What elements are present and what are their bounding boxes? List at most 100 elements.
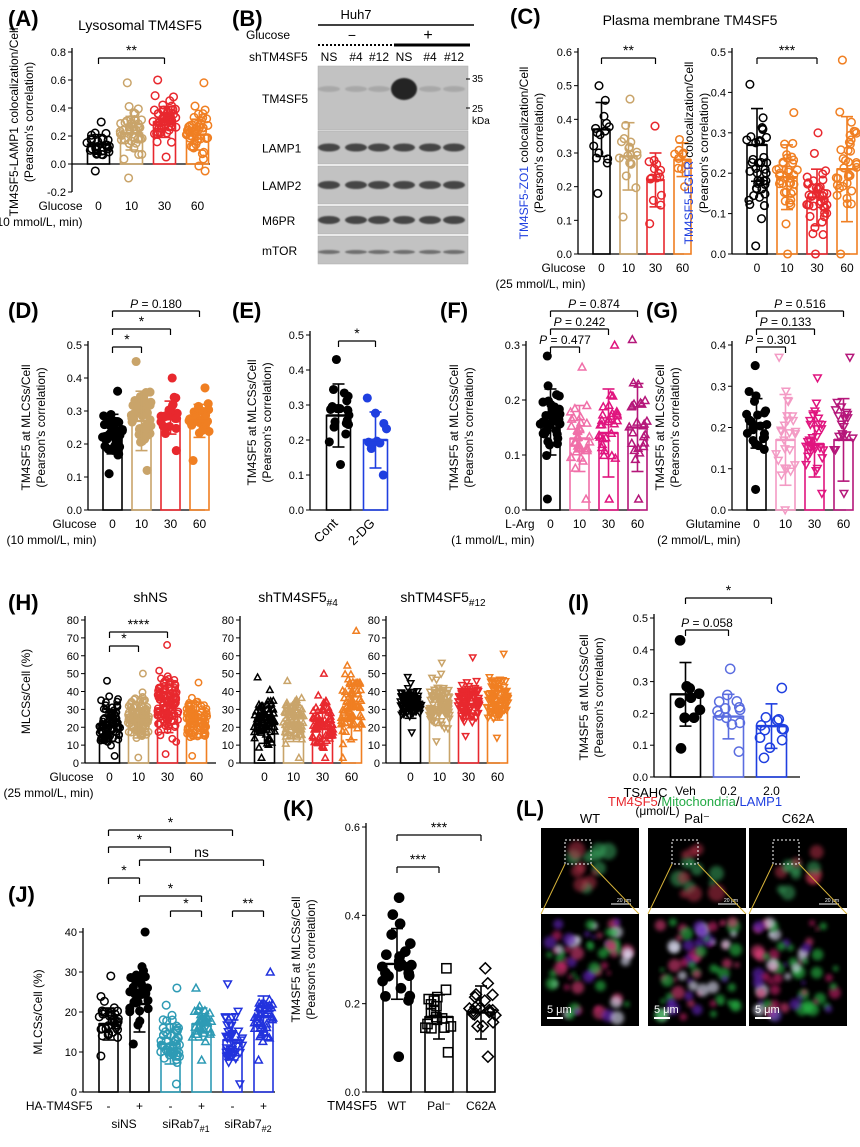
data-point bbox=[852, 162, 860, 172]
data-point bbox=[481, 1050, 495, 1064]
data-point bbox=[453, 698, 463, 707]
cell-line-label: Huh7 bbox=[340, 7, 371, 22]
data-point bbox=[538, 397, 548, 407]
data-point bbox=[171, 446, 181, 456]
group-label: siRab7#2 bbox=[224, 1117, 271, 1134]
panel-label: (C) bbox=[510, 4, 541, 29]
data-point bbox=[104, 469, 114, 479]
data-point bbox=[256, 727, 266, 736]
blot-band bbox=[318, 250, 340, 254]
significance-label: * bbox=[121, 862, 127, 878]
data-point bbox=[196, 1054, 207, 1064]
organelle-signal bbox=[553, 919, 564, 930]
glucose-label: Glucose bbox=[246, 28, 290, 42]
organelle-signal bbox=[661, 974, 674, 987]
organelle-signal bbox=[683, 991, 694, 1001]
organelle-signal bbox=[815, 926, 820, 931]
data-point bbox=[199, 729, 208, 737]
data-point bbox=[413, 687, 423, 697]
panel-label: (D) bbox=[8, 298, 39, 323]
organelle-signal bbox=[768, 1009, 782, 1022]
data-point bbox=[263, 733, 273, 742]
data-point bbox=[409, 708, 419, 717]
x-prefix-label: Glucose bbox=[49, 770, 93, 784]
organelle-signal bbox=[679, 1013, 688, 1021]
data-point bbox=[565, 451, 577, 461]
y-tick-label: 0.1 bbox=[289, 470, 304, 482]
data-point bbox=[201, 1010, 212, 1020]
organelle-signal bbox=[584, 931, 591, 937]
data-point bbox=[138, 688, 147, 697]
significance-bracket: * bbox=[108, 630, 140, 652]
panel-label: (J) bbox=[8, 882, 35, 907]
micrograph-column: C62A 20 μm 5 μm bbox=[748, 811, 848, 1026]
organelle-signal bbox=[613, 918, 621, 926]
data-point bbox=[598, 449, 610, 460]
data-point bbox=[328, 384, 339, 395]
x-tick-label: C62A bbox=[466, 1099, 496, 1113]
points bbox=[453, 654, 484, 741]
bar-group bbox=[594, 339, 623, 511]
y-tick-label: 0.4 bbox=[711, 87, 726, 99]
significance-label: * bbox=[139, 313, 145, 329]
data-point bbox=[331, 354, 341, 365]
data-point bbox=[171, 423, 181, 433]
y-axis-label: TM4SF5 at MLCSs/Cell bbox=[577, 634, 591, 760]
organelle-signal bbox=[574, 976, 580, 981]
chart-h2: shTM4SF5#4 0 10 20 30 40 50 60 70 80 0 10 30 60 bbox=[222, 589, 367, 784]
data-point bbox=[440, 710, 450, 719]
p-value: = 0.516 bbox=[782, 297, 826, 311]
organelle-signal bbox=[596, 932, 603, 939]
data-point bbox=[474, 702, 484, 711]
cell-signal bbox=[688, 858, 695, 865]
y-axis-label: TM4SF5 at MLCSs/Cell bbox=[245, 359, 259, 485]
blot-band bbox=[419, 216, 441, 224]
data-point bbox=[323, 718, 333, 727]
chart-g: (G) 0.0 0.1 0.2 0.3 0.4 TM4SF5 at MLCSs/Cell (P… bbox=[646, 297, 858, 547]
data-point bbox=[352, 701, 362, 710]
organelle-signal bbox=[763, 917, 776, 929]
data-point bbox=[407, 729, 417, 738]
data-point bbox=[324, 730, 334, 739]
title-part-slash2: / bbox=[736, 794, 740, 809]
data-point bbox=[648, 195, 658, 205]
significance-label: P = 0.133 bbox=[760, 315, 812, 329]
y-tick-label: 0.2 bbox=[711, 423, 726, 435]
chart-i: (I) 0.0 0.1 0.2 0.3 0.4 0.5 TM4SF5 at MLCSs/Cel… bbox=[568, 582, 800, 818]
bar-group bbox=[148, 75, 181, 165]
y-tick-label: 0.3 bbox=[557, 148, 572, 160]
data-point bbox=[133, 401, 143, 411]
blot-band bbox=[419, 250, 441, 254]
data-point bbox=[253, 672, 263, 681]
y-tick-label: 60 bbox=[67, 651, 79, 663]
y-tick-label: 0 bbox=[73, 758, 79, 770]
group-label: siRab7#1 bbox=[162, 1117, 209, 1134]
data-point bbox=[640, 429, 651, 439]
y-tick-label: 0.2 bbox=[633, 708, 648, 720]
data-point bbox=[380, 990, 391, 1002]
data-point bbox=[499, 706, 509, 715]
bar-group bbox=[376, 892, 417, 1093]
blot-band bbox=[318, 216, 340, 224]
data-point bbox=[230, 1048, 242, 1058]
x-tick-label: 30 bbox=[161, 770, 175, 784]
data-point bbox=[169, 392, 179, 402]
data-point bbox=[259, 1026, 270, 1036]
y-axis-label: (Pearson's correlation) bbox=[22, 62, 36, 182]
data-point bbox=[549, 416, 559, 426]
data-point bbox=[734, 717, 746, 729]
bar-group bbox=[771, 353, 801, 516]
data-point bbox=[779, 421, 790, 431]
x-tick-label: 10 bbox=[780, 261, 794, 275]
data-point bbox=[552, 390, 562, 400]
significance-bracket: *** bbox=[396, 819, 482, 841]
data-point bbox=[198, 154, 208, 164]
data-point bbox=[442, 1046, 454, 1058]
data-point bbox=[220, 1014, 231, 1024]
data-point bbox=[269, 708, 279, 717]
y-tick-label: 0.6 bbox=[557, 47, 572, 59]
data-point bbox=[165, 96, 175, 106]
significance-label: **** bbox=[128, 616, 150, 632]
data-point bbox=[566, 420, 577, 430]
data-point bbox=[469, 987, 483, 1002]
